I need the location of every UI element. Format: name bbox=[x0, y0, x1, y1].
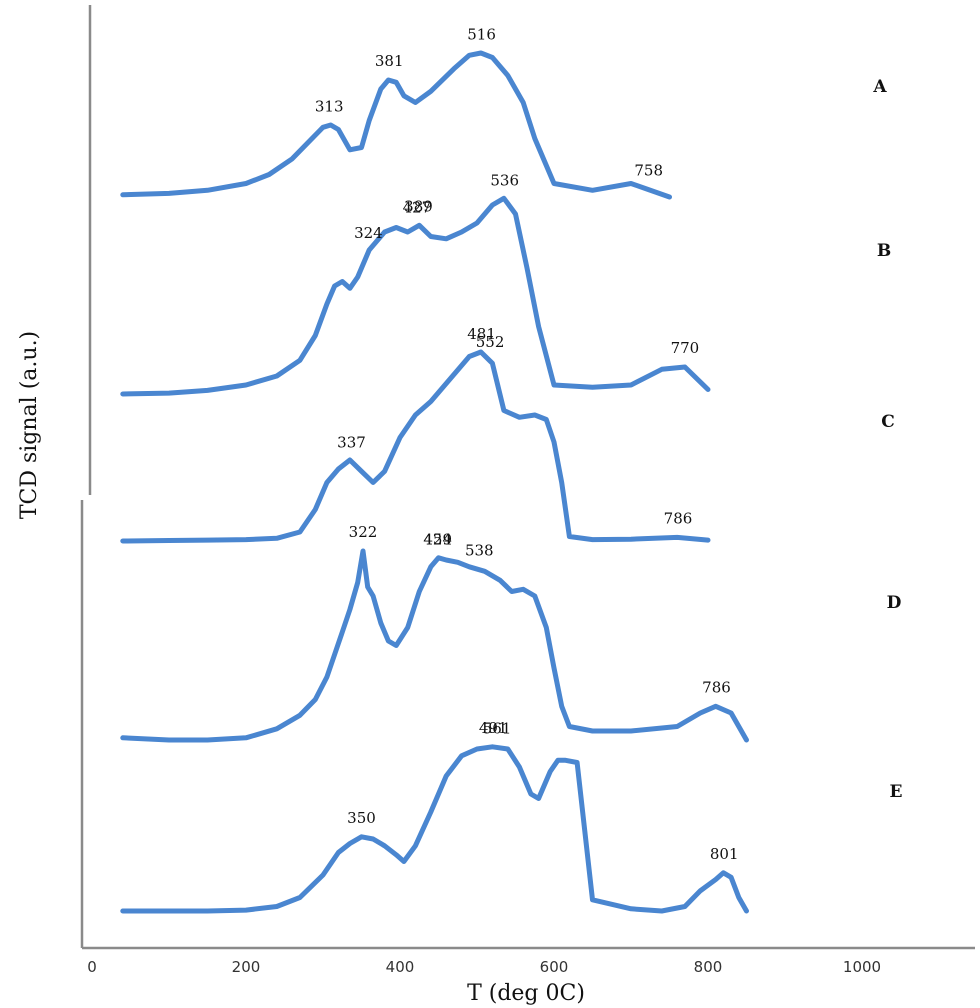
series-line-e bbox=[120, 744, 749, 914]
peak-label: 536 bbox=[490, 171, 519, 189]
x-tick-label: 200 bbox=[232, 958, 261, 976]
peak-label: 324 bbox=[354, 224, 383, 242]
x-tick-label: 400 bbox=[386, 958, 415, 976]
peak-label: 381 bbox=[375, 52, 404, 70]
x-tick-label: 600 bbox=[540, 958, 569, 976]
curve-label-e: E bbox=[890, 782, 903, 802]
peak-label: 786 bbox=[702, 679, 731, 697]
peak-label: 427 bbox=[403, 199, 432, 217]
curve-label-b: B bbox=[877, 241, 891, 261]
peak-label: 429 bbox=[423, 531, 452, 549]
series-line-b bbox=[120, 195, 711, 397]
series-line-d bbox=[120, 548, 749, 743]
series-line-c bbox=[120, 349, 711, 544]
peak-label: 770 bbox=[671, 339, 700, 357]
curve-label-c: C bbox=[881, 412, 895, 432]
peak-label: 481 bbox=[467, 325, 496, 343]
curve-labels: A B C D E bbox=[872, 77, 902, 802]
peak-label: 313 bbox=[315, 98, 344, 116]
peak-label: 801 bbox=[710, 845, 739, 863]
x-tick-label: 0 bbox=[87, 958, 97, 976]
peak-label: 350 bbox=[347, 809, 376, 827]
peak-label: 758 bbox=[634, 162, 663, 180]
curve-label-d: D bbox=[887, 593, 902, 613]
x-tick-label: 800 bbox=[694, 958, 723, 976]
peak-label: 516 bbox=[467, 25, 496, 43]
peak-label: 491 bbox=[479, 719, 508, 737]
peak-label: 561 bbox=[483, 719, 512, 737]
curve-label-a: A bbox=[872, 77, 887, 97]
series-group bbox=[120, 50, 749, 914]
peak-label: 322 bbox=[349, 523, 378, 541]
axes bbox=[80, 5, 975, 950]
y-axis-title: TCD signal (a.u.) bbox=[17, 331, 42, 519]
peak-label: 389 bbox=[404, 198, 433, 216]
x-tick-labels: 0 200 400 600 800 1000 bbox=[87, 958, 881, 976]
peak-label: 454 bbox=[423, 531, 452, 549]
peak-label: 786 bbox=[664, 510, 693, 528]
peak-label: 552 bbox=[476, 333, 505, 351]
peak-label: 538 bbox=[465, 542, 494, 560]
series-line-a bbox=[120, 50, 672, 200]
peak-label: 337 bbox=[337, 434, 366, 452]
x-axis-title: T (deg 0C) bbox=[467, 981, 585, 1006]
x-tick-label: 1000 bbox=[843, 958, 881, 976]
